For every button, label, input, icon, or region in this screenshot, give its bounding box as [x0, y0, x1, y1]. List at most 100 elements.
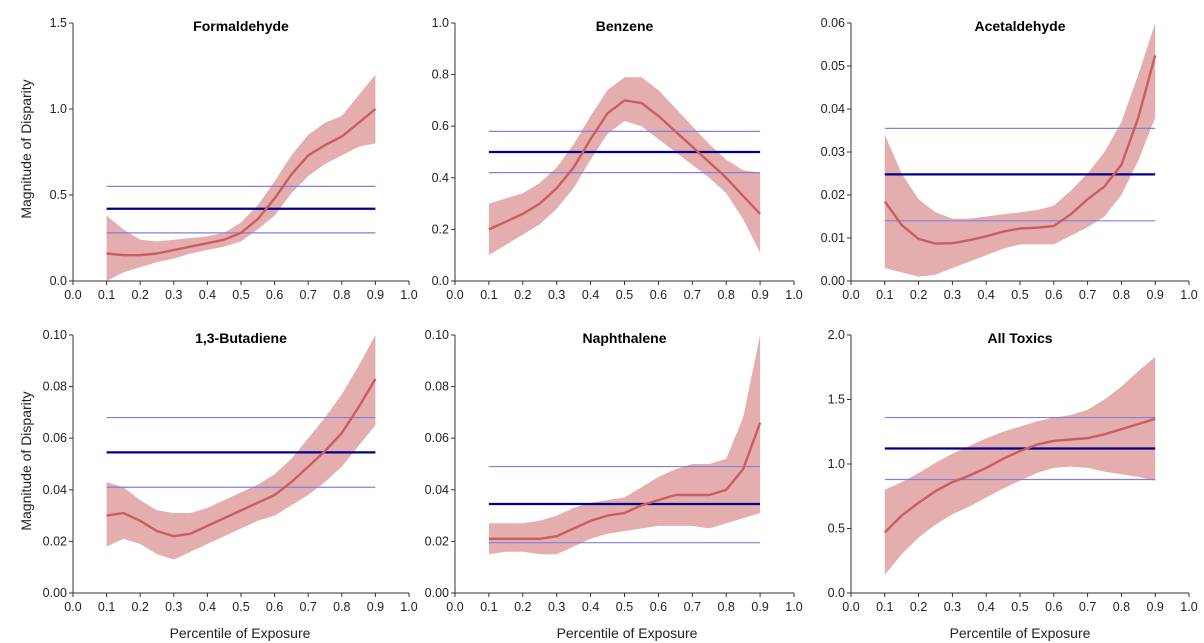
x-tick-label: 1.0: [785, 288, 802, 302]
x-tick-label: 0.4: [582, 600, 599, 614]
x-tick-label: 0.8: [333, 288, 350, 302]
estimate-line: [106, 108, 377, 257]
y-tick-label: 0.00: [425, 586, 449, 600]
x-tick-label: 0.8: [1113, 288, 1130, 302]
x-tick-label: 0.3: [165, 600, 182, 614]
x-tick-label: 0.0: [64, 600, 81, 614]
estimate-line: [488, 422, 762, 540]
y-tick-label: 0.2: [432, 222, 449, 236]
panel-2: 0.0 0.1 0.2 0.3 0.4 0.5 0.6 0.7 0.8 0.9 1.0 0.00 0.0…: [821, 16, 1198, 302]
x-tick-label: 0.7: [1079, 600, 1096, 614]
x-tick-label: 0.7: [1079, 288, 1096, 302]
x-tick-label: 0.0: [446, 600, 463, 614]
x-tick-label: 0.6: [650, 600, 667, 614]
plot-area: [883, 23, 1157, 277]
y-tick-label: 0.8: [432, 68, 449, 82]
y-axis-label: Magnitude of Disparity: [18, 391, 34, 530]
x-tick-label: 0.0: [842, 600, 859, 614]
x-tick-label: 0.5: [616, 600, 633, 614]
panel-5: 0.0 0.1 0.2 0.3 0.4 0.5 0.6 0.7 0.8 0.9 1.0 0.0 0.5 1…: [828, 328, 1198, 614]
confidence-band: [884, 23, 1156, 277]
x-tick-label: 0.9: [367, 288, 384, 302]
x-tick-label: 0.3: [944, 288, 961, 302]
panel-title: Formaldehyde: [193, 18, 289, 34]
x-tick-label: 0.9: [751, 600, 768, 614]
y-tick-label: 0.0: [828, 586, 845, 600]
x-tick-label: 0.5: [232, 600, 249, 614]
x-tick-label: 0.1: [480, 600, 497, 614]
confidence-band: [488, 335, 761, 555]
x-tick-label: 0.2: [514, 600, 531, 614]
plot-area: [488, 77, 761, 256]
x-tick-label: 0.2: [514, 288, 531, 302]
x-tick-label: 0.1: [98, 288, 115, 302]
x-tick-label: 0.9: [751, 288, 768, 302]
confidence-band: [106, 74, 376, 281]
x-tick-label: 1.0: [400, 288, 417, 302]
x-tick-label: 0.9: [1147, 288, 1164, 302]
x-tick-label: 0.2: [910, 600, 927, 614]
estimate-line: [488, 99, 761, 231]
x-axis-label: Percentile of Exposure: [950, 625, 1091, 641]
panel-title: All Toxics: [987, 330, 1052, 346]
y-tick-label: 0.5: [50, 188, 67, 202]
y-tick-label: 0.02: [43, 534, 67, 548]
x-tick-label: 0.8: [718, 600, 735, 614]
y-tick-label: 0.02: [821, 188, 845, 202]
y-tick-label: 1.0: [432, 16, 449, 30]
x-tick-label: 0.6: [1045, 288, 1062, 302]
confidence-band: [884, 356, 1156, 575]
panel-title: Naphthalene: [582, 330, 666, 346]
y-tick-label: 0.05: [821, 59, 845, 73]
estimate-line: [883, 417, 1156, 534]
y-tick-label: 0.4: [432, 171, 449, 185]
x-tick-label: 1.0: [785, 600, 802, 614]
x-tick-label: 0.3: [165, 288, 182, 302]
y-tick-label: 0.10: [425, 328, 449, 342]
x-tick-label: 1.0: [1180, 288, 1197, 302]
x-tick-label: 0.1: [876, 288, 893, 302]
x-tick-label: 0.1: [876, 600, 893, 614]
x-tick-label: 0.9: [1147, 600, 1164, 614]
y-tick-label: 0.00: [821, 274, 845, 288]
y-tick-label: 0.08: [425, 380, 449, 394]
x-tick-label: 0.2: [132, 600, 149, 614]
panel-title: Benzene: [596, 18, 654, 34]
x-tick-label: 0.0: [842, 288, 859, 302]
plot-area: [106, 335, 377, 560]
x-tick-label: 1.0: [1180, 600, 1197, 614]
y-tick-label: 0.06: [821, 16, 845, 30]
y-tick-label: 0.03: [821, 145, 845, 159]
x-tick-label: 0.8: [1113, 600, 1130, 614]
x-tick-label: 0.6: [266, 600, 283, 614]
y-tick-label: 0.01: [821, 231, 845, 245]
confidence-band: [488, 77, 761, 256]
panel-3: 0.0 0.1 0.2 0.3 0.4 0.5 0.6 0.7 0.8 0.9 1.0 0.00 0.0…: [43, 328, 418, 614]
y-tick-label: 0.02: [425, 534, 449, 548]
y-tick-label: 0.10: [43, 328, 67, 342]
y-tick-label: 0.6: [432, 119, 449, 133]
x-tick-label: 0.4: [978, 600, 995, 614]
x-tick-label: 0.7: [684, 600, 701, 614]
y-tick-label: 2.0: [828, 328, 845, 342]
x-tick-label: 0.2: [132, 288, 149, 302]
y-tick-label: 0.0: [432, 274, 449, 288]
y-tick-label: 1.5: [50, 16, 67, 30]
x-tick-label: 0.5: [1011, 288, 1028, 302]
x-axis-label: Percentile of Exposure: [557, 625, 698, 641]
y-tick-label: 1.0: [50, 102, 67, 116]
x-tick-label: 0.1: [480, 288, 497, 302]
confidence-band: [106, 335, 376, 560]
y-tick-label: 0.04: [43, 483, 67, 497]
x-tick-label: 0.4: [199, 288, 216, 302]
panel-0: 0.0 0.1 0.2 0.3 0.4 0.5 0.6 0.7 0.8 0.9 1.0 0.0 0.5 1…: [50, 16, 418, 302]
estimate-line: [106, 378, 377, 538]
x-tick-label: 0.0: [64, 288, 81, 302]
x-tick-label: 1.0: [400, 600, 417, 614]
x-tick-label: 0.3: [548, 288, 565, 302]
x-axis-label: Percentile of Exposure: [170, 625, 311, 641]
x-tick-label: 0.3: [944, 600, 961, 614]
x-tick-label: 0.2: [910, 288, 927, 302]
panel-4: 0.0 0.1 0.2 0.3 0.4 0.5 0.6 0.7 0.8 0.9 1.0 0.00 0.0…: [425, 328, 803, 614]
